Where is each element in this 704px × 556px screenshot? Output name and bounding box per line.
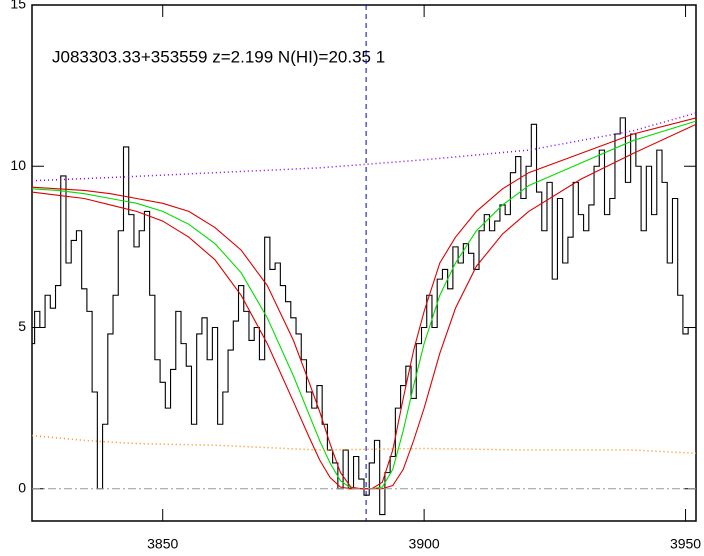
- data-line: [32, 117, 694, 516]
- data-line: [32, 112, 696, 182]
- y-tick-label: 0: [18, 479, 26, 495]
- y-tick-label: 10: [10, 157, 26, 173]
- data-line: [32, 117, 696, 490]
- data-line: [32, 434, 696, 455]
- y-tick-label: 15: [10, 0, 26, 12]
- y-tick-label: 5: [18, 318, 26, 334]
- plot-frame: [31, 4, 697, 522]
- x-tick-label: 3950: [670, 536, 701, 552]
- x-tick-label: 3850: [147, 536, 178, 552]
- data-line: [32, 120, 696, 490]
- data-line: [32, 123, 696, 490]
- chart-title: J083303.33+353559 z=2.199 N(HI)=20.35 1: [52, 47, 385, 66]
- x-tick-label: 3900: [409, 536, 440, 552]
